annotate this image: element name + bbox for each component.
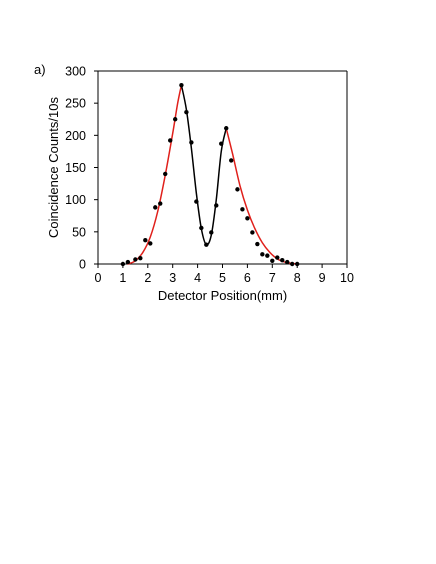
x-tick-label: 8 <box>294 271 301 285</box>
data-point <box>219 141 224 146</box>
data-point <box>199 225 204 231</box>
data-point <box>275 255 280 260</box>
data-point <box>148 241 153 246</box>
x-tick-label: 0 <box>95 271 102 285</box>
data-point <box>250 230 255 235</box>
data-point <box>270 258 275 263</box>
data-point <box>125 259 131 265</box>
y-tick-label: 250 <box>65 97 86 111</box>
x-tick-label: 9 <box>319 271 326 285</box>
x-tick-label: 10 <box>340 271 354 285</box>
data-point <box>158 201 163 206</box>
x-tick-label: 4 <box>194 271 201 285</box>
plot-area <box>97 70 348 265</box>
data-point <box>245 216 250 221</box>
data-point <box>209 230 214 235</box>
data-point <box>214 203 219 208</box>
data-point <box>189 140 194 145</box>
data-point <box>295 261 300 267</box>
y-tick-label: 50 <box>72 225 86 239</box>
y-tick-label: 150 <box>65 161 86 175</box>
x-tick-label: 1 <box>119 271 126 285</box>
data-point <box>260 252 265 257</box>
data-point <box>163 171 168 177</box>
data-point <box>153 205 158 210</box>
data-point <box>204 242 209 247</box>
panel-label: a) <box>34 62 46 77</box>
data-point <box>179 82 184 88</box>
data-point <box>138 256 143 261</box>
fit-curve-left <box>127 84 183 265</box>
data-point <box>255 241 260 247</box>
y-axis-title: Coincidence Counts/10s <box>46 97 61 238</box>
x-tick-label: 5 <box>219 271 226 285</box>
data-point <box>240 207 245 212</box>
data-point <box>172 117 178 122</box>
x-axis-title: Detector Position(mm) <box>158 288 287 303</box>
fit-curves <box>127 84 298 265</box>
x-axis-ticks: 0 1 2 3 4 5 6 7 8 9 10 <box>95 264 354 285</box>
data-point <box>120 261 126 267</box>
x-tick-label: 2 <box>144 271 151 285</box>
data-point <box>290 261 295 267</box>
data-point <box>224 126 229 131</box>
fit-curve-middle <box>180 84 227 246</box>
data-point <box>143 237 148 243</box>
data-points <box>120 82 300 267</box>
y-tick-label: 200 <box>65 129 86 143</box>
y-tick-label: 300 <box>65 65 86 79</box>
y-tick-label: 100 <box>65 193 86 207</box>
data-point <box>280 257 285 263</box>
y-axis-ticks: 0 50 100 150 200 250 300 <box>65 65 98 272</box>
x-tick-label: 6 <box>244 271 251 285</box>
data-point <box>265 253 270 258</box>
data-point <box>194 199 199 204</box>
data-point <box>229 158 234 163</box>
x-tick-label: 7 <box>269 271 276 285</box>
data-point <box>184 109 189 115</box>
data-point <box>235 187 240 192</box>
data-point <box>168 138 173 143</box>
data-point <box>285 259 290 265</box>
fit-curve-right <box>225 127 298 265</box>
data-point <box>133 257 138 262</box>
y-tick-label: 0 <box>79 258 86 272</box>
x-tick-label: 3 <box>169 271 176 285</box>
